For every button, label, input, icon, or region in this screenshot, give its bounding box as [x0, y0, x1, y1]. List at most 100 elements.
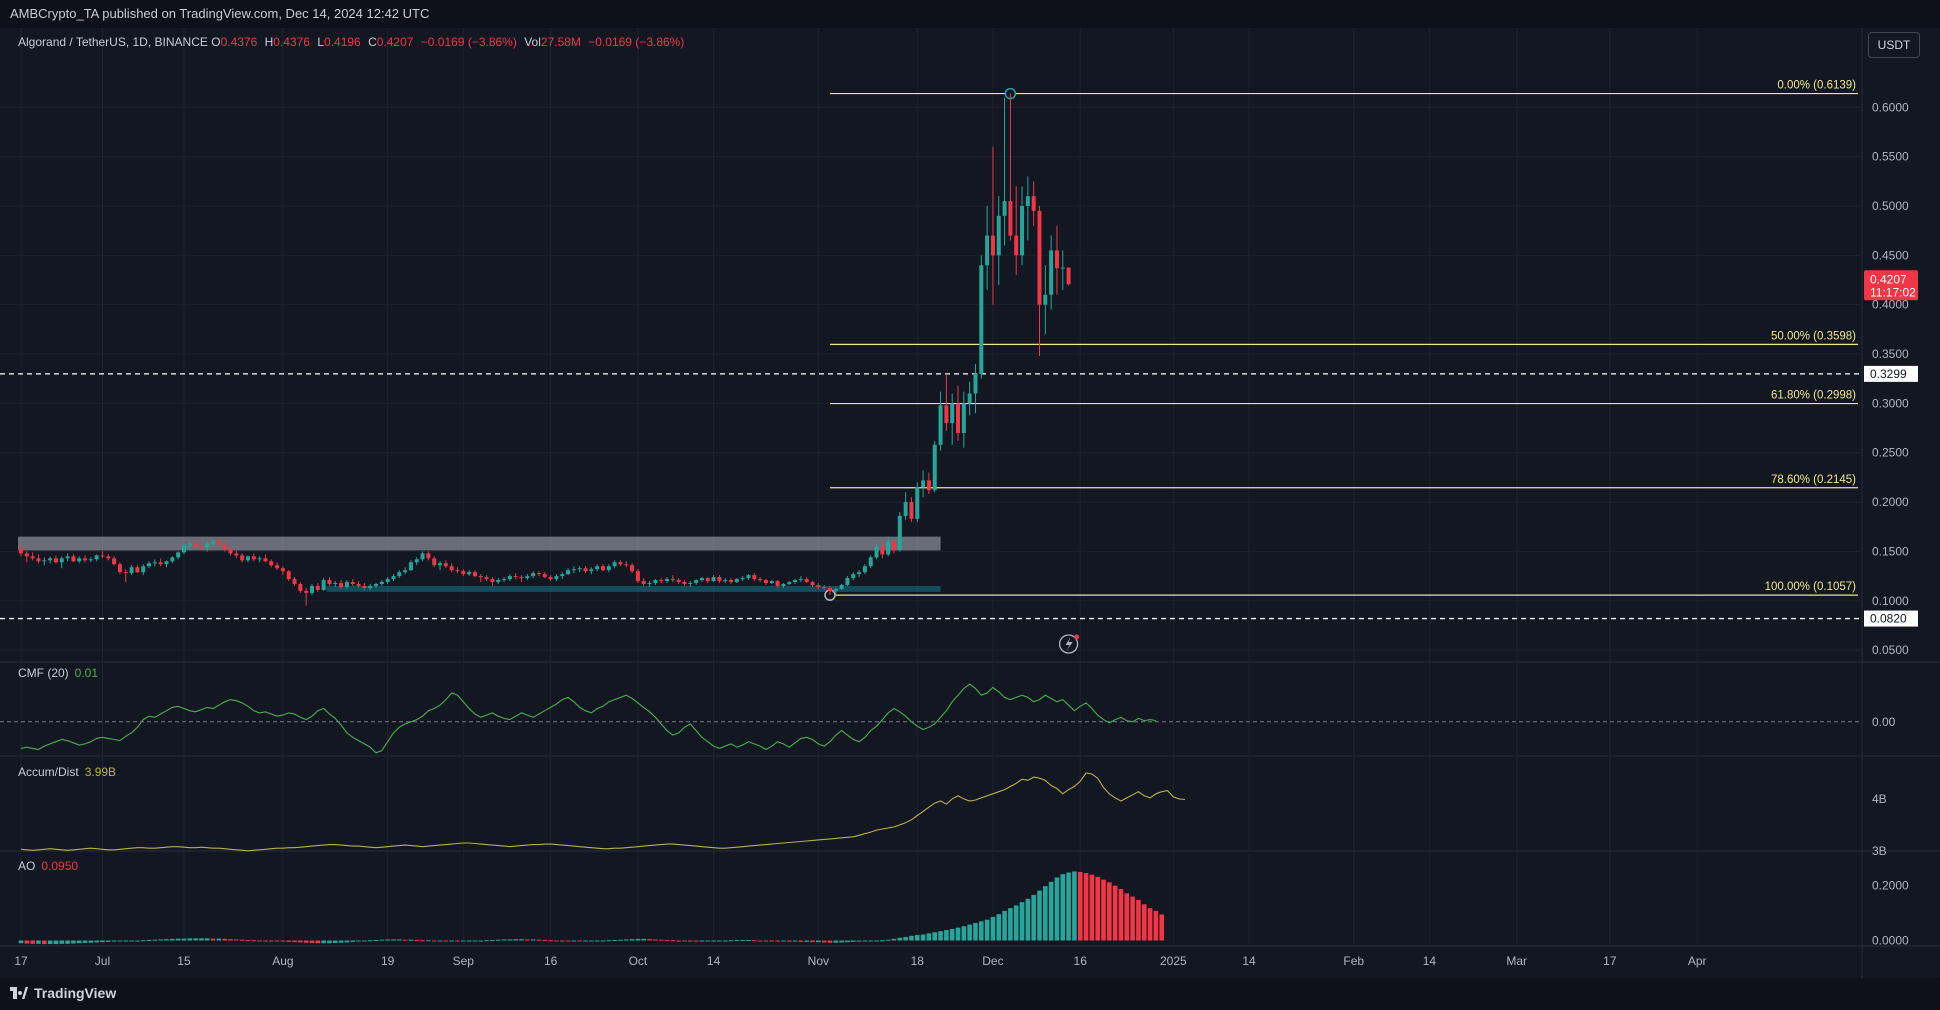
candle [414, 559, 419, 563]
ao-bar [583, 940, 588, 942]
volume-value: 27.58M [540, 35, 581, 49]
candle [176, 552, 181, 558]
ao-bar [565, 940, 571, 942]
candle [257, 558, 262, 560]
candle [548, 577, 553, 580]
symbol-name: Algorand / TetherUS, 1D, BINANCE [18, 35, 208, 49]
ao-bar [973, 922, 978, 941]
candle [129, 567, 134, 574]
ao-bar [594, 940, 600, 942]
ao-bar [769, 940, 775, 942]
candle [1037, 210, 1042, 305]
candle [362, 585, 367, 588]
ao-bar [1107, 882, 1112, 941]
candle [1043, 294, 1048, 305]
time-tick-label: 18 [911, 954, 925, 968]
candlestick-series[interactable] [19, 93, 1071, 606]
ao-bar [1060, 874, 1066, 941]
ao-bar [170, 938, 175, 941]
candle [19, 548, 23, 554]
candle [53, 558, 58, 563]
time-tick-label: 16 [1074, 954, 1088, 968]
candle [48, 558, 53, 561]
price-zones [18, 536, 941, 592]
close-label: C [368, 35, 377, 49]
ao-bar [1130, 896, 1135, 941]
ao-bar [827, 940, 833, 943]
time-axis[interactable]: 17 Jul 15 Aug 19 Sep 16 Oct 14 Nov 18 Dec 16 2025 14 Fe… [14, 954, 1706, 968]
fibonacci-retracement[interactable]: 0.00% (0.6139) 50.00% (0.3598) 61.80% (0.2… [824, 80, 1858, 601]
ao-bar [664, 939, 670, 941]
candle [705, 578, 710, 582]
candle [746, 575, 751, 579]
candle [630, 565, 635, 572]
candle [926, 480, 931, 491]
candle [536, 573, 541, 575]
candle [979, 265, 984, 374]
ao-bar [967, 924, 972, 941]
candle [502, 579, 507, 581]
ao-bar [845, 940, 850, 943]
symbol-legend[interactable]: Algorand / TetherUS, 1D, BINANCE O0.4376… [18, 35, 688, 49]
ao-bar [1008, 908, 1013, 941]
time-tick-label: Apr [1688, 954, 1707, 968]
candle [956, 403, 961, 433]
ao-bar [682, 940, 687, 942]
price-tick-label: 0.6000 [1872, 100, 1909, 114]
ao-bar [938, 931, 943, 941]
candle [356, 584, 361, 586]
ao-bar [181, 938, 187, 941]
ao-bar [722, 940, 728, 942]
candle [420, 553, 425, 560]
candle [193, 543, 198, 547]
price-axis[interactable]: 0.0500 0.1000 0.1500 0.2000 0.2500 0.3000 0.35… [1864, 100, 1918, 948]
candle [344, 582, 349, 587]
ao-bar [740, 939, 745, 941]
currency-button[interactable]: USDT [1868, 32, 1920, 58]
ao-bar [245, 939, 251, 941]
candle [874, 546, 879, 558]
ao-bar [688, 940, 693, 942]
candle [892, 541, 896, 551]
candle [181, 545, 186, 553]
ao-bar [1141, 904, 1147, 941]
candle [688, 583, 693, 585]
candle [932, 444, 937, 491]
time-tick-label: 19 [381, 954, 395, 968]
candle [379, 582, 384, 585]
lightning-alert-icon [1058, 634, 1079, 654]
candle [694, 580, 699, 584]
cmf-legend[interactable]: CMF (20) 0.01 [18, 666, 98, 680]
ao-bar [1013, 905, 1019, 941]
candle [729, 580, 734, 583]
ao-bar [821, 940, 827, 943]
candle [234, 553, 239, 556]
ao-bar [274, 940, 280, 942]
ao-bar [338, 940, 344, 943]
ao-bar [810, 940, 815, 943]
ao-bar [885, 939, 891, 941]
ao-bar [600, 940, 606, 942]
indicator-panes [0, 683, 1862, 945]
ao-legend[interactable]: AO 0.0950 [18, 859, 78, 873]
last-price-label: 0.4207 [1870, 272, 1907, 286]
candle [909, 502, 914, 519]
chart-canvas[interactable]: 0.00% (0.6139) 50.00% (0.3598) 61.80% (0.2… [0, 28, 1940, 978]
accum-dist-line [20, 772, 1186, 852]
candle [857, 572, 862, 575]
ao-bar [426, 940, 431, 942]
ao-bar [786, 940, 792, 942]
candle [723, 580, 728, 582]
ao-bar [1072, 871, 1077, 941]
ad-legend[interactable]: Accum/Dist 3.99B [18, 765, 116, 779]
ad-tick-label: 3B [1872, 844, 1887, 858]
candle [24, 553, 29, 557]
tradingview-brand[interactable]: TradingView [10, 985, 116, 1001]
ao-bar [71, 940, 76, 944]
ao-bar [367, 940, 373, 942]
candle [304, 590, 309, 593]
ao-bar [47, 940, 53, 945]
candle [554, 576, 559, 580]
candle [961, 403, 966, 433]
candle [641, 581, 646, 585]
